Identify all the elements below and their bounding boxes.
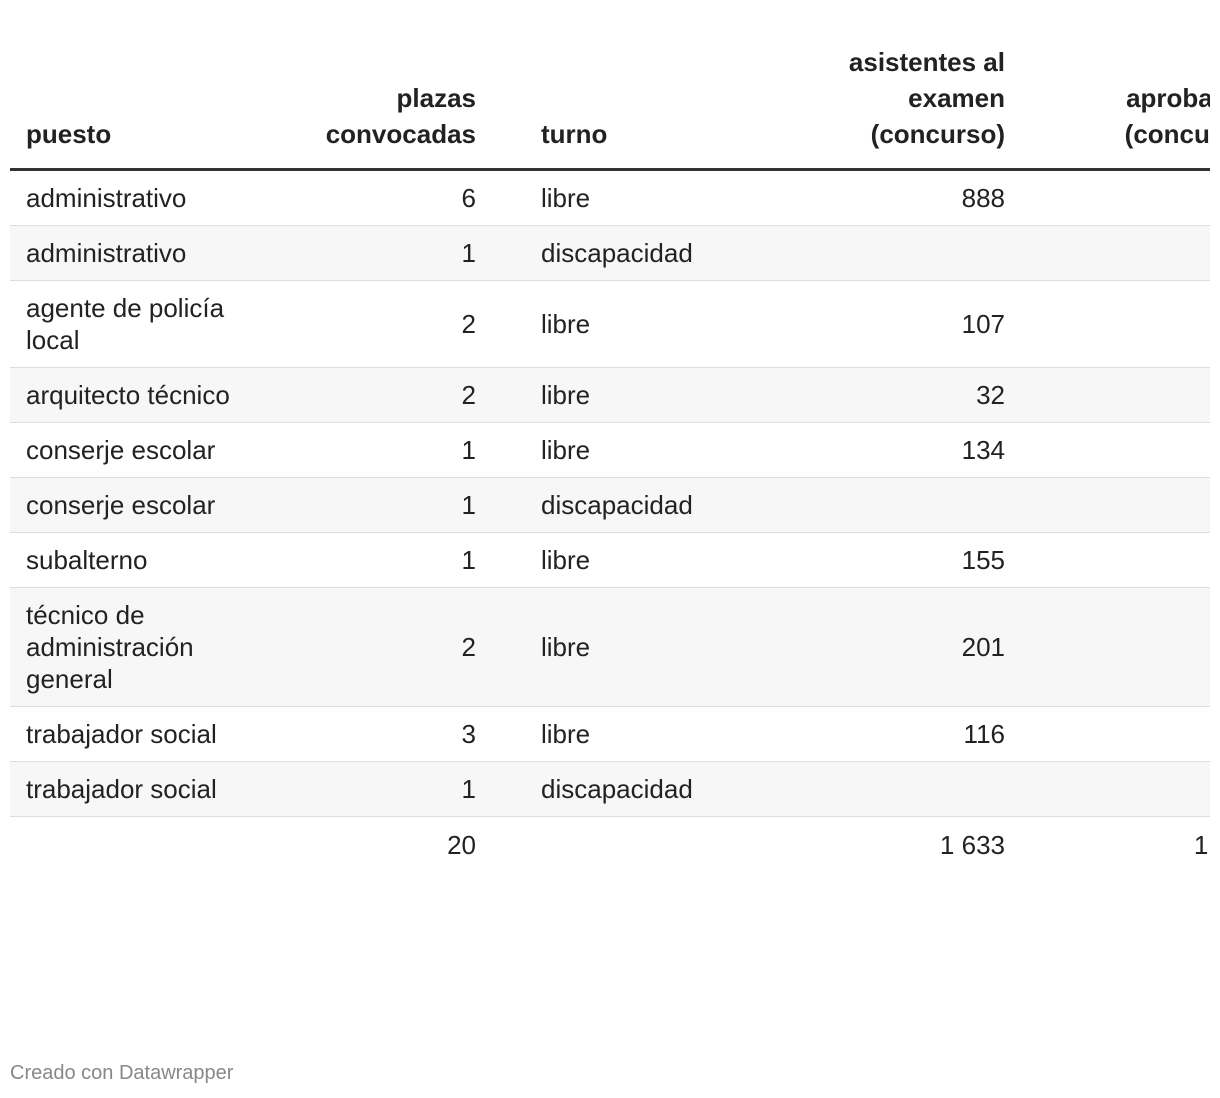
table-cell: 44 [1005, 280, 1210, 368]
table-cell: 1 [286, 761, 476, 817]
column-header: asistentes al examen (concurso) [801, 40, 1005, 171]
table-row: administrativo6libre888782 [10, 169, 1210, 226]
table-cell: libre [476, 169, 801, 226]
table-cell: conserje escolar [10, 422, 286, 478]
credit: Creado con Datawrapper [10, 1062, 234, 1084]
table-cell: discapacidad [476, 761, 801, 817]
column-header: plazas convocadas [286, 40, 476, 171]
table-cell [1005, 225, 1210, 281]
table-cell: trabajador social [10, 706, 286, 762]
table-cell: 106 [1005, 706, 1210, 762]
table-cell: libre [476, 280, 801, 368]
column-header: turno [476, 40, 801, 171]
table-row: subalterno1libre155151 [10, 532, 1210, 588]
table-cell: 201 [801, 587, 1005, 707]
table-head: puesto plazas convocadas turno asistentes a… [10, 40, 1210, 171]
table-cell: 782 [1005, 169, 1210, 226]
table-cell: libre [476, 587, 801, 707]
table-cell: 2 [286, 280, 476, 368]
table-row: trabajador social3libre116106 [10, 706, 1210, 762]
table-cell: administrativo [10, 225, 286, 281]
table-row: administrativo 1 discapacidad [10, 225, 1210, 281]
table-cell: 151 [1005, 532, 1210, 588]
table-row: conserje escolar 1 discapacidad [10, 477, 1210, 533]
table-cell [801, 761, 1005, 817]
table-row: técnico de administración general 2 libre 2… [10, 587, 1210, 707]
table-row: arquitecto técnico2libre3221 [10, 367, 1210, 423]
table-cell: 1 [286, 532, 476, 588]
table-cell: 129 [1005, 422, 1210, 478]
table-cell: libre [476, 367, 801, 423]
table-body: administrativo6libre888782administrativo… [10, 169, 1210, 817]
table-cell: 116 [801, 706, 1005, 762]
table-cell: 1 [286, 477, 476, 533]
table-cell: 3 [286, 706, 476, 762]
table-cell: discapacidad [476, 477, 801, 533]
total-cell [476, 816, 801, 872]
total-cell [10, 816, 286, 872]
table-cell: discapacidad [476, 225, 801, 281]
table-cell: 1 [286, 422, 476, 478]
table-cell: 888 [801, 169, 1005, 226]
table-cell: agente de policía local [10, 280, 286, 368]
table-cell: 155 [801, 532, 1005, 588]
table-cell: 107 [801, 280, 1005, 368]
table-cell: 32 [801, 367, 1005, 423]
table-cell: 6 [286, 169, 476, 226]
table-cell: libre [476, 706, 801, 762]
table-cell: conserje escolar [10, 477, 286, 533]
table-cell [1005, 477, 1210, 533]
total-cell: 20 [286, 816, 476, 872]
table-cell [801, 477, 1005, 533]
table-row: conserje escolar1libre134129 [10, 422, 1210, 478]
table-row: trabajador social 1 discapacidad [10, 761, 1210, 817]
data-table: puesto plazas convocadas turno asistentes a… [10, 40, 1210, 872]
table-cell: 1 [286, 225, 476, 281]
table-cell: 2 [286, 587, 476, 707]
table-cell: libre [476, 532, 801, 588]
total-cell: 1 356 [1005, 816, 1210, 872]
table-cell: 21 [1005, 367, 1210, 423]
table-cell: administrativo [10, 169, 286, 226]
table-cell: 123 [1005, 587, 1210, 707]
column-header: aprobados (concurso) [1005, 40, 1210, 171]
table-cell: 2 [286, 367, 476, 423]
header-row: puesto plazas convocadas turno asistentes a… [10, 40, 1210, 171]
table-cell: 134 [801, 422, 1005, 478]
table-cell [801, 225, 1005, 281]
table-container: puesto plazas convocadas turno asistentes a… [10, 40, 1210, 872]
table-cell: trabajador social [10, 761, 286, 817]
column-header: puesto [10, 40, 286, 171]
table-cell: arquitecto técnico [10, 367, 286, 423]
table-cell: subalterno [10, 532, 286, 588]
total-cell: 1 633 [801, 816, 1005, 872]
table-row: agente de policía local2libre10744 [10, 280, 1210, 368]
table-cell [1005, 761, 1210, 817]
table-cell: libre [476, 422, 801, 478]
table-cell: técnico de administración general [10, 587, 286, 707]
